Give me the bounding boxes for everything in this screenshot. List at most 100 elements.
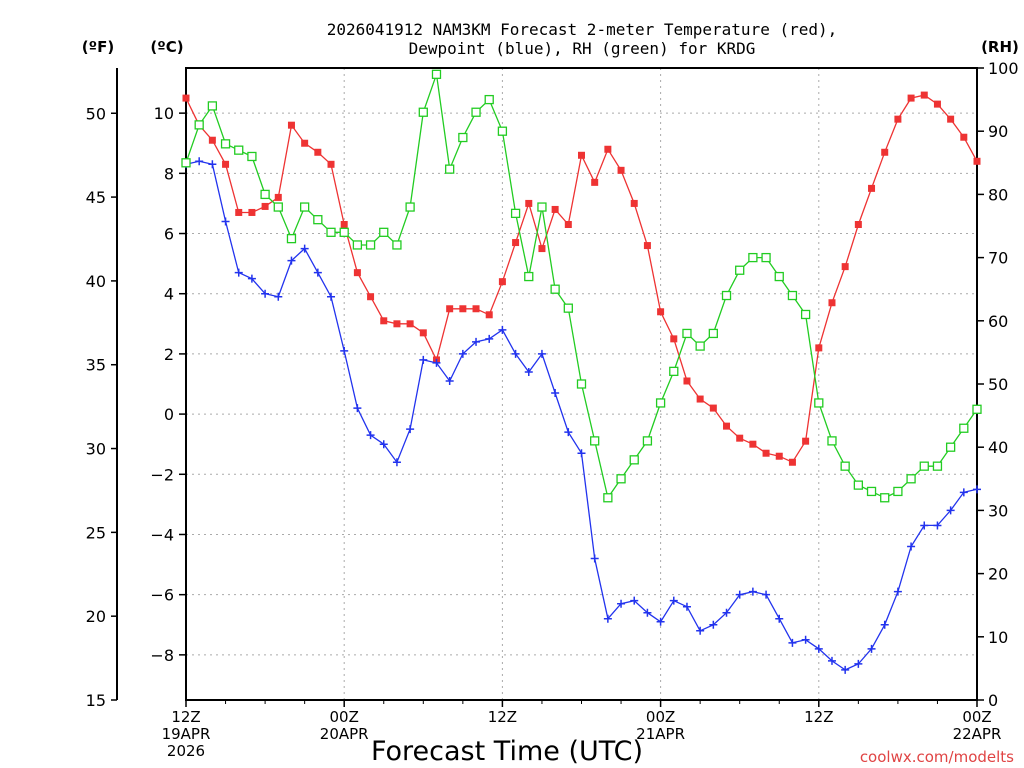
celsius-tick-label: 6 <box>164 225 174 244</box>
data-point <box>379 227 389 237</box>
data-point <box>366 431 375 440</box>
data-point <box>853 480 863 490</box>
chart-title-line2: Dewpoint (blue), RH (green) for KRDG <box>409 39 756 58</box>
data-point <box>392 240 402 250</box>
data-point <box>459 305 467 313</box>
data-point <box>339 227 349 237</box>
data-point <box>894 115 902 123</box>
series-line <box>185 74 978 500</box>
data-point <box>551 205 559 213</box>
rh-tick-label: 100 <box>988 59 1019 78</box>
x-tick-label: 12Z <box>171 708 200 726</box>
data-point <box>498 325 507 334</box>
data-point <box>458 349 467 358</box>
data-point <box>787 290 798 301</box>
fahrenheit-tick-label: 25 <box>86 523 106 542</box>
data-point <box>683 377 691 385</box>
data-point <box>802 437 810 445</box>
data-point <box>867 644 876 653</box>
data-point <box>247 151 257 162</box>
fahrenheit-tick-label: 50 <box>86 104 106 123</box>
data-point <box>195 157 204 166</box>
series-2-meter-temperature <box>182 91 981 466</box>
data-point <box>828 299 836 307</box>
rh-tick-label: 60 <box>988 312 1008 331</box>
credit-text: coolwx.com/modelts <box>860 748 1014 766</box>
data-point <box>723 422 731 430</box>
x-tick-label: 00Z <box>962 708 991 726</box>
data-point <box>893 587 902 596</box>
data-point <box>578 151 585 159</box>
data-point <box>247 274 256 283</box>
data-point <box>775 452 783 460</box>
data-point <box>260 189 270 200</box>
data-point <box>484 94 494 105</box>
data-point <box>761 252 771 263</box>
data-point <box>854 220 862 228</box>
data-point <box>788 458 796 466</box>
data-point <box>880 620 889 629</box>
data-point <box>933 521 942 530</box>
data-point <box>657 308 665 316</box>
data-point <box>907 94 915 102</box>
data-point <box>287 121 295 129</box>
data-point <box>748 587 757 596</box>
data-point <box>682 328 692 339</box>
data-point <box>353 404 362 413</box>
fahrenheit-tick-label: 15 <box>86 691 106 710</box>
data-point <box>274 292 283 301</box>
data-point <box>696 626 705 635</box>
data-point <box>774 271 784 282</box>
data-point <box>827 656 836 665</box>
data-point <box>854 659 863 668</box>
data-point <box>472 305 480 313</box>
x-tick-label: 12Z <box>488 708 517 726</box>
data-point <box>432 358 441 367</box>
data-point <box>721 290 732 301</box>
data-point <box>788 638 797 647</box>
data-point <box>445 164 455 174</box>
data-point <box>972 404 982 414</box>
chart-title-line1: 2026041912 NAM3KM Forecast 2-meter Tempe… <box>327 20 838 39</box>
data-point <box>551 389 560 398</box>
data-point <box>472 337 481 346</box>
data-point <box>959 423 969 433</box>
data-point <box>353 269 361 277</box>
data-point <box>287 256 296 265</box>
data-point <box>722 608 731 617</box>
data-point <box>550 284 560 294</box>
data-point <box>775 614 784 623</box>
data-point <box>906 474 916 484</box>
data-point <box>669 596 678 605</box>
data-point <box>445 376 454 385</box>
rh-tick-label: 90 <box>988 122 1008 141</box>
data-point <box>947 115 955 123</box>
data-point <box>959 488 968 497</box>
data-point <box>709 404 717 412</box>
data-point <box>656 617 665 626</box>
data-point <box>670 335 678 343</box>
data-point <box>273 202 283 212</box>
data-point <box>801 635 810 644</box>
data-point <box>629 455 639 465</box>
data-point <box>299 202 310 212</box>
data-point <box>340 220 348 228</box>
rh-tick-label: 10 <box>988 628 1008 647</box>
data-point <box>749 440 757 448</box>
data-point <box>841 665 850 674</box>
data-point <box>367 293 375 301</box>
series-line <box>185 94 978 464</box>
data-point <box>314 148 322 156</box>
data-point <box>840 461 850 471</box>
data-point <box>512 239 520 247</box>
data-point <box>261 202 269 210</box>
celsius-tick-label: 8 <box>164 164 174 183</box>
data-point <box>537 202 547 212</box>
celsius-tick-label: 2 <box>164 345 174 364</box>
data-point <box>617 166 625 174</box>
data-point <box>352 240 363 250</box>
data-point <box>313 215 323 225</box>
data-point <box>920 521 929 530</box>
fahrenheit-tick-label: 35 <box>86 356 106 375</box>
data-point <box>431 69 442 79</box>
